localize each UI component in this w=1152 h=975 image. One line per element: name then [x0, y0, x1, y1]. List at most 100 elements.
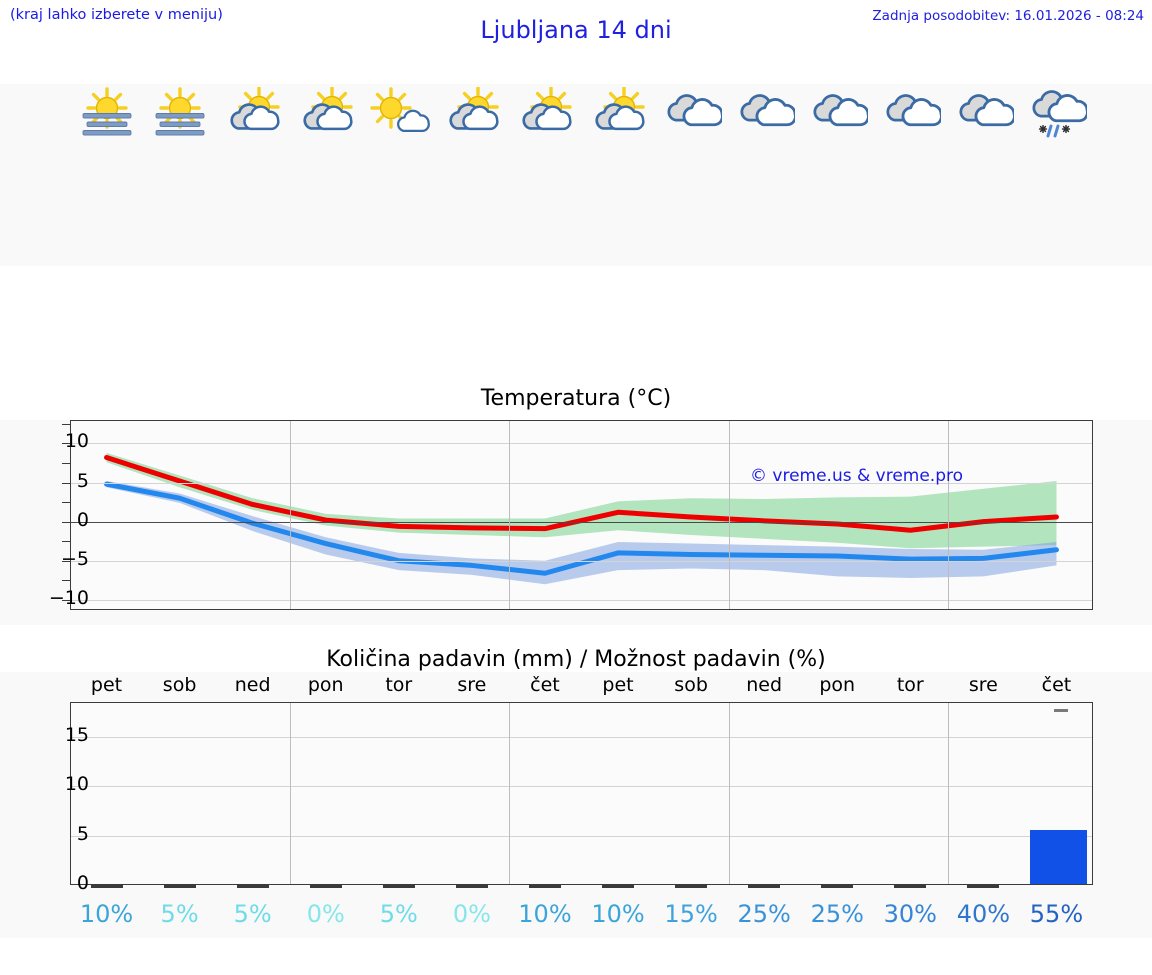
day-column[interactable]: [798, 84, 876, 145]
temperature-y-tick-label: 5: [76, 469, 89, 492]
precipitation-day-divider: [290, 703, 292, 884]
precipitation-day-label: pet: [90, 674, 123, 696]
temperature-gridline: [71, 560, 1092, 562]
cloud-rain-snow-icon: [1017, 86, 1095, 142]
temperature-series-svg: [104, 452, 1059, 585]
sun-fog-icon: [141, 86, 219, 142]
temperature-y-tick: [62, 423, 70, 425]
temperature-y-tick-label: −5: [60, 547, 89, 570]
temperature-chart-title: Temperatura (°C): [480, 386, 672, 411]
precipitation-day-label: sob: [162, 674, 197, 696]
precipitation-day-divider: [728, 703, 730, 884]
precipitation-y-tick-label: 5: [76, 822, 89, 845]
temperature-y-tick: [62, 443, 70, 445]
day-column[interactable]: [725, 84, 803, 145]
day-column[interactable]: [944, 84, 1022, 145]
day-column[interactable]: [214, 84, 292, 145]
precipitation-gridline: [71, 835, 1092, 837]
day-column[interactable]: [579, 84, 657, 145]
day-column[interactable]: [652, 84, 730, 145]
day-column[interactable]: [360, 84, 438, 145]
last-update-stamp: Zadnja posodobitev: 16.01.2026 - 08:24: [872, 8, 1144, 24]
temperature-gridline: [71, 482, 1092, 484]
precipitation-day-label: sob: [674, 674, 708, 696]
precipitation-day-label: pon: [307, 674, 344, 696]
day-column[interactable]: [433, 84, 511, 145]
cloudy-icon: [798, 86, 876, 142]
menu-hint: (kraj lahko izberete v meniju): [10, 7, 223, 23]
temperature-y-tick: [62, 580, 70, 582]
precipitation-probability-label: 10%: [518, 900, 572, 928]
sun-cloud-icon: [214, 86, 292, 142]
temperature-title-bar: [0, 380, 1152, 420]
sun-fog-icon: [68, 86, 146, 142]
precipitation-zero-nub: [894, 885, 927, 888]
precipitation-zero-nub: [90, 885, 123, 888]
temperature-y-tick: [62, 502, 70, 504]
temperature-day-divider: [728, 421, 730, 609]
temperature-y-tick: [62, 463, 70, 464]
cloudy-icon: [871, 86, 949, 142]
precipitation-zero-nub: [236, 885, 269, 888]
precipitation-plot-area: [70, 702, 1093, 885]
precipitation-zero-nub: [821, 885, 854, 888]
temperature-day-divider: [947, 421, 949, 609]
precipitation-y-tick-label: 15: [64, 723, 89, 746]
precipitation-day-labels: pet sob ned pon tor sre čet pet sob ned pon tor sre č…: [0, 674, 1152, 698]
precipitation-probability-label: 10%: [79, 900, 134, 928]
precipitation-zero-nub: [528, 885, 561, 888]
page-title: Ljubljana 14 dni: [480, 16, 672, 44]
precipitation-zero-nub: [455, 885, 488, 888]
precipitation-bar: [1029, 829, 1087, 884]
precipitation-day-label: pon: [819, 674, 856, 696]
daily-forecast-strip: [0, 84, 1152, 266]
temperature-plot-area: [70, 420, 1093, 610]
day-column[interactable]: [1017, 84, 1095, 145]
day-column[interactable]: [506, 84, 584, 145]
sun-cloud-icon: [433, 86, 511, 142]
sun-cloud-icon: [287, 86, 365, 142]
precipitation-day-label: čet: [1041, 674, 1072, 696]
precipitation-day-label: ned: [746, 674, 783, 696]
cloudy-icon: [725, 86, 803, 142]
precipitation-probability-label: 10%: [591, 900, 645, 928]
precipitation-zero-nub: [967, 885, 1000, 888]
precipitation-probability-label: 0%: [306, 900, 345, 928]
temperature-gridline: [71, 521, 1092, 523]
temperature-y-tick-label: −10: [48, 586, 89, 609]
temperature-y-tick: [62, 521, 70, 523]
temperature-y-tick-label: 0: [76, 508, 89, 531]
sun-cloud-icon: [506, 86, 584, 142]
precipitation-scale-marker: [1053, 709, 1068, 712]
precipitation-day-label: ned: [234, 674, 271, 696]
precipitation-probability-label: 15%: [664, 900, 718, 928]
precipitation-probability-label: 30%: [883, 900, 937, 928]
day-column[interactable]: [871, 84, 949, 145]
day-column[interactable]: [68, 84, 146, 145]
precipitation-chart-title: Količina padavin (mm) / Možnost padavin …: [326, 647, 826, 672]
page-header: (kraj lahko izberete v meniju) Ljubljana…: [0, 0, 1152, 56]
precipitation-day-label: tor: [385, 674, 413, 696]
temperature-day-divider: [509, 421, 511, 609]
sun-cloud-icon: [579, 86, 657, 142]
temperature-y-tick-label: 10: [64, 430, 89, 453]
temperature-y-tick: [62, 541, 70, 543]
precipitation-probability-label: 5%: [160, 900, 199, 928]
precipitation-zero-nub: [675, 885, 708, 888]
precipitation-probability-label: 0%: [452, 900, 491, 928]
precipitation-probability-label: 40%: [956, 900, 1011, 928]
temperature-y-tick: [62, 599, 70, 601]
sun-small-cloud-icon: [360, 86, 438, 142]
temperature-gridline: [71, 443, 1092, 445]
precipitation-day-label: tor: [896, 674, 924, 696]
cloudy-icon: [652, 86, 730, 142]
precipitation-gridline: [71, 786, 1092, 788]
precipitation-day-divider: [947, 703, 949, 884]
day-column[interactable]: [141, 84, 219, 145]
precipitation-probability-label: 55%: [1029, 900, 1084, 928]
precipitation-zero-nub: [309, 885, 342, 888]
precipitation-probability-label: 25%: [737, 900, 791, 928]
precipitation-probability-label: 5%: [379, 900, 418, 928]
day-column[interactable]: [287, 84, 365, 145]
temperature-day-divider: [290, 421, 292, 609]
